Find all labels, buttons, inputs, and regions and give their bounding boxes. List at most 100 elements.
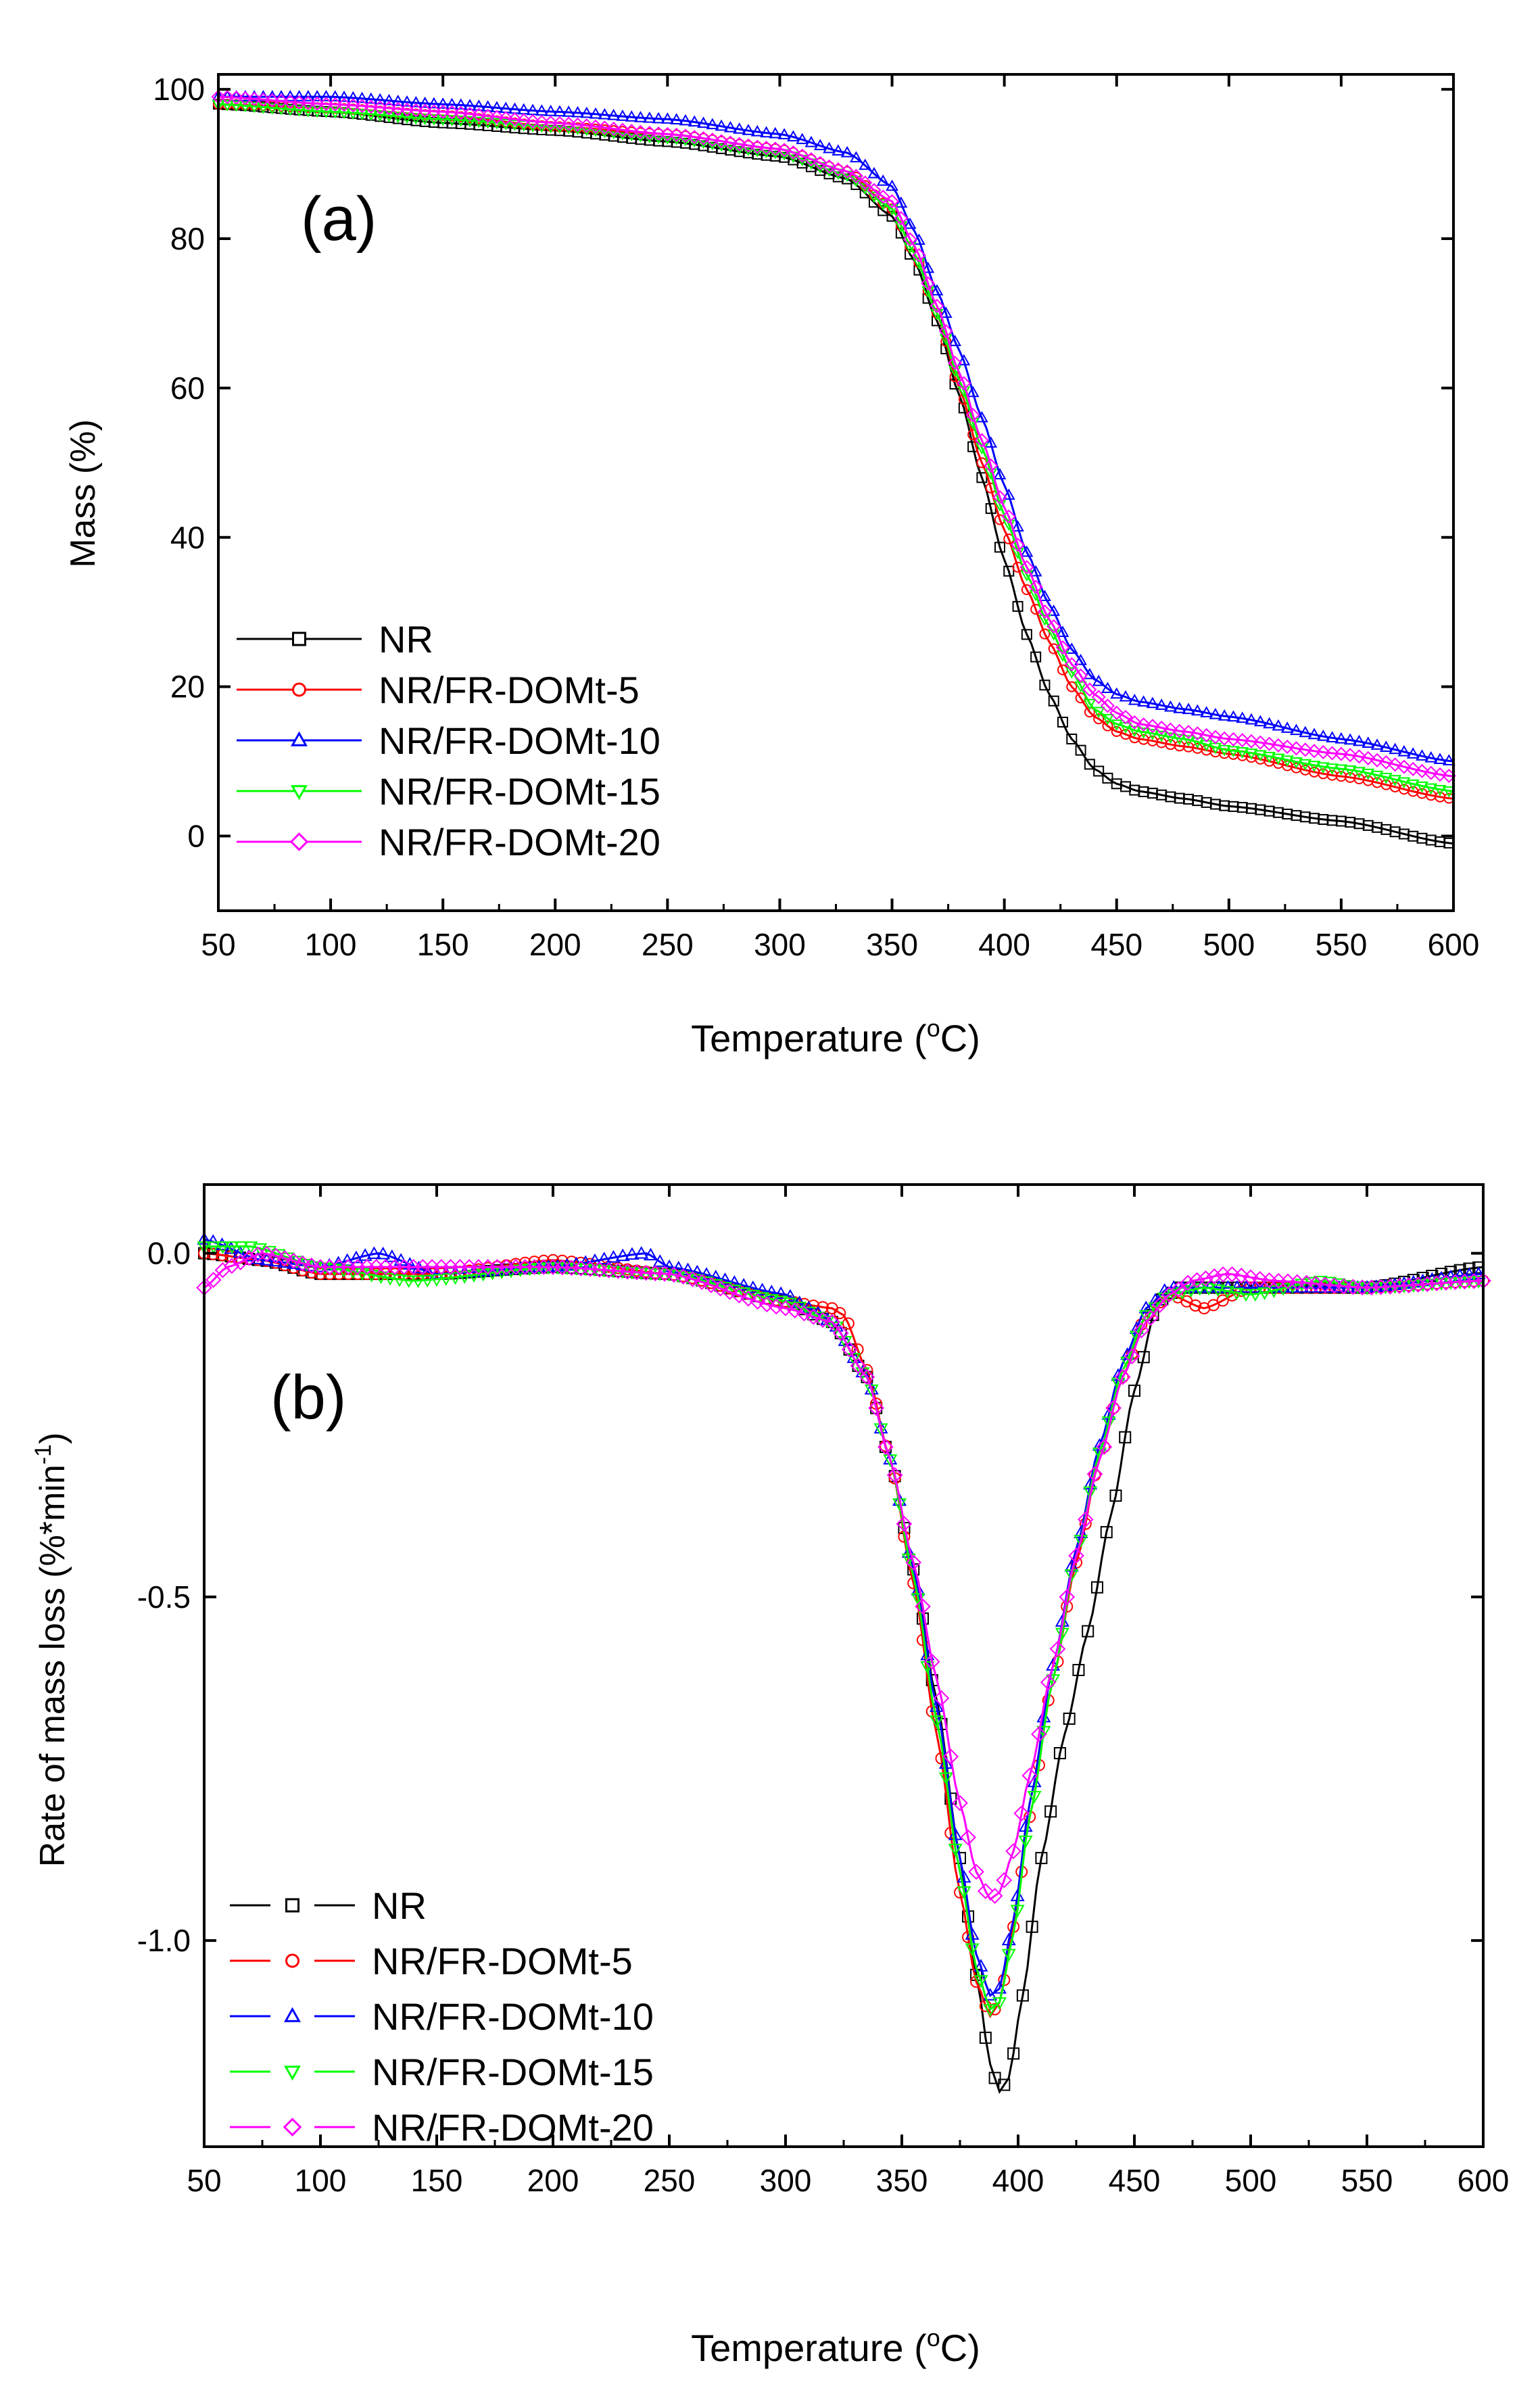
data-point xyxy=(1136,717,1151,732)
data-point xyxy=(1189,1299,1202,1312)
data-point xyxy=(1031,1726,1047,1742)
data-point xyxy=(229,90,244,105)
data-point xyxy=(1389,742,1402,755)
data-point xyxy=(817,1301,829,1314)
data-point xyxy=(1138,1310,1153,1323)
data-point xyxy=(206,1241,221,1254)
data-point xyxy=(1188,1272,1205,1289)
data-point xyxy=(905,1554,922,1571)
data-point xyxy=(1184,1285,1199,1298)
data-point xyxy=(1036,1725,1051,1739)
data-point xyxy=(1379,740,1393,753)
data-point xyxy=(1244,734,1259,748)
data-point xyxy=(435,104,450,119)
data-point xyxy=(1334,764,1348,776)
axes-group: 50 100 150 200 250 300 350 400 450 500 550 600 0 20 40… xyxy=(153,72,1479,962)
data-point xyxy=(840,145,854,158)
legend-label: NR xyxy=(372,1884,427,1927)
x-tick-label: 450 xyxy=(1090,927,1142,962)
data-point xyxy=(840,164,855,179)
data-point xyxy=(1245,748,1258,760)
data-point xyxy=(485,1268,500,1281)
data-point xyxy=(1082,682,1097,697)
x-tick-label: 200 xyxy=(527,2163,579,2198)
data-point xyxy=(992,490,1007,504)
data-point xyxy=(957,1886,971,1899)
data-point xyxy=(1146,729,1159,740)
data-point xyxy=(1218,744,1231,757)
data-point xyxy=(1280,755,1294,767)
data-point xyxy=(373,93,387,105)
data-point xyxy=(302,90,315,101)
data-point xyxy=(896,1515,913,1532)
data-point xyxy=(984,436,998,448)
data-point xyxy=(1119,690,1132,702)
data-point xyxy=(898,1522,911,1535)
x-tick-label: 300 xyxy=(760,2163,812,2198)
data-point xyxy=(938,1772,953,1786)
data-point xyxy=(783,1289,798,1302)
y-axis-label: Mass (%) xyxy=(64,419,103,568)
data-point xyxy=(247,101,261,114)
data-point xyxy=(1379,773,1393,784)
data-point xyxy=(939,306,953,318)
data-point xyxy=(265,93,280,108)
data-point xyxy=(1369,1279,1384,1292)
data-point xyxy=(903,217,917,229)
data-point xyxy=(849,151,863,163)
data-point xyxy=(1029,565,1042,577)
data-point xyxy=(420,1274,435,1288)
data-point xyxy=(276,1250,293,1266)
data-point xyxy=(402,1275,416,1288)
data-point xyxy=(1370,738,1384,750)
data-point xyxy=(832,1325,849,1341)
data-point xyxy=(832,144,845,156)
legend-item: NR/FR-DOMt-15 xyxy=(237,770,660,813)
data-point xyxy=(1173,734,1186,746)
data-point xyxy=(481,117,495,129)
data-point xyxy=(408,103,423,118)
data-point xyxy=(216,1241,231,1254)
data-point xyxy=(1235,733,1250,748)
data-point xyxy=(1164,732,1177,744)
data-point xyxy=(1182,735,1195,747)
data-point xyxy=(1208,730,1223,744)
data-point xyxy=(883,1452,898,1464)
data-point xyxy=(257,102,270,114)
data-point xyxy=(1038,590,1051,602)
data-point xyxy=(1253,715,1267,727)
data-point xyxy=(1119,1431,1132,1444)
data-point xyxy=(813,139,827,151)
data-point xyxy=(301,95,316,111)
x-tick-label: 550 xyxy=(1341,2163,1393,2198)
data-point xyxy=(466,1270,481,1283)
data-point xyxy=(329,90,342,101)
data-point xyxy=(915,1598,931,1615)
data-point xyxy=(1048,695,1059,707)
data-point xyxy=(1216,1294,1229,1307)
data-point xyxy=(220,100,234,112)
data-point xyxy=(1044,1805,1057,1818)
data-point xyxy=(1109,705,1124,720)
data-point xyxy=(940,335,952,347)
data-point xyxy=(1433,785,1447,796)
data-point xyxy=(796,1305,813,1322)
data-point xyxy=(886,1467,903,1483)
data-point xyxy=(1289,741,1303,756)
x-tick-label: 550 xyxy=(1316,927,1368,962)
x-tick-label: 500 xyxy=(1225,2163,1277,2198)
data-point xyxy=(1248,1289,1263,1302)
data-point xyxy=(911,247,926,262)
data-point xyxy=(283,95,297,110)
data-point xyxy=(1128,1384,1140,1397)
data-point xyxy=(1154,720,1169,735)
data-point xyxy=(1010,1905,1025,1918)
data-point xyxy=(992,1997,1007,2010)
data-point xyxy=(1084,707,1095,718)
data-point xyxy=(1046,619,1061,634)
data-point xyxy=(1038,614,1051,626)
data-point xyxy=(1118,710,1133,725)
data-point xyxy=(660,112,674,124)
data-point xyxy=(634,1245,649,1259)
data-point xyxy=(1002,488,1015,500)
